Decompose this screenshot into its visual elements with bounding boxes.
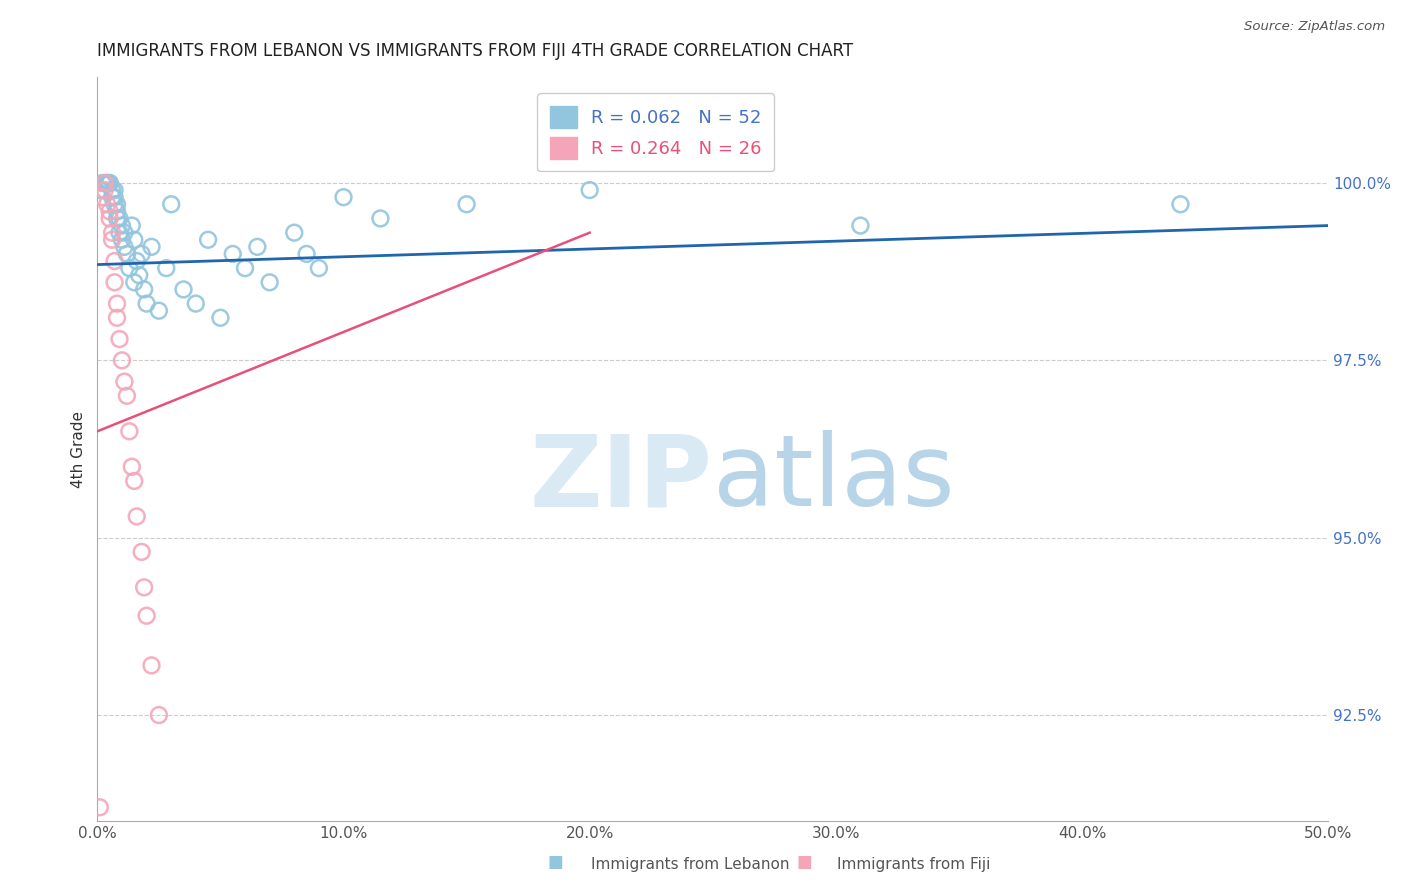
Point (135, 608, 157, 623)
Point (101, 190, 124, 204)
Point (93, 176, 115, 190)
Point (124, 276, 146, 290)
Point (259, 276, 281, 290)
Point (96, 176, 118, 190)
Legend: R = 0.062   N = 52, R = 0.264   N = 26: R = 0.062 N = 52, R = 0.264 N = 26 (537, 93, 775, 171)
Point (91, 176, 114, 190)
Point (105, 310, 128, 325)
Point (131, 247, 153, 261)
Text: ■: ■ (547, 853, 564, 871)
Point (456, 197, 478, 211)
Point (121, 219, 143, 233)
Point (128, 268, 150, 283)
Point (112, 240, 135, 254)
Y-axis label: 4th Grade: 4th Grade (72, 410, 86, 488)
Point (115, 247, 138, 261)
Point (141, 240, 163, 254)
Text: ZIP: ZIP (530, 430, 713, 527)
Point (101, 183, 124, 197)
Point (96, 197, 118, 211)
Text: Immigrants from Lebanon: Immigrants from Lebanon (591, 857, 789, 872)
Point (849, 219, 872, 233)
Point (148, 708, 170, 723)
Point (96, 176, 118, 190)
Point (103, 197, 125, 211)
Point (308, 261, 330, 276)
Point (101, 226, 124, 240)
Point (105, 211, 128, 226)
Point (111, 233, 134, 247)
Point (155, 261, 177, 276)
Point (578, 183, 600, 197)
Point (160, 197, 183, 211)
Point (184, 296, 207, 310)
Point (141, 658, 163, 673)
Point (89, 800, 111, 814)
Point (103, 254, 125, 268)
Point (112, 226, 135, 240)
Point (108, 226, 131, 240)
Text: Immigrants from Fiji: Immigrants from Fiji (837, 857, 990, 872)
Point (173, 282, 195, 296)
Point (111, 219, 134, 233)
Point (134, 282, 156, 296)
Point (89, 183, 111, 197)
Point (103, 190, 125, 204)
Point (108, 332, 131, 346)
Point (118, 261, 141, 276)
Point (283, 226, 305, 240)
Text: ■: ■ (796, 853, 813, 871)
Point (93, 183, 115, 197)
Point (93, 176, 115, 190)
Point (112, 375, 135, 389)
Point (222, 247, 245, 261)
Point (131, 545, 153, 559)
Point (124, 474, 146, 488)
Point (135, 296, 157, 310)
Point (98, 204, 121, 219)
Point (98, 176, 121, 190)
Point (121, 459, 143, 474)
Point (108, 211, 131, 226)
Point (103, 183, 125, 197)
Point (111, 353, 134, 368)
Point (98, 211, 121, 226)
Point (115, 389, 138, 403)
Point (105, 296, 128, 310)
Point (370, 211, 392, 226)
Point (246, 240, 269, 254)
Point (103, 276, 125, 290)
Point (332, 190, 354, 204)
Point (1170, 197, 1192, 211)
Point (125, 509, 148, 524)
Point (105, 204, 128, 219)
Point (125, 254, 148, 268)
Text: IMMIGRANTS FROM LEBANON VS IMMIGRANTS FROM FIJI 4TH GRADE CORRELATION CHART: IMMIGRANTS FROM LEBANON VS IMMIGRANTS FR… (97, 42, 853, 60)
Point (98, 176, 121, 190)
Point (124, 233, 146, 247)
Point (209, 310, 232, 325)
Point (295, 247, 318, 261)
Point (91, 190, 114, 204)
Point (233, 261, 256, 276)
Point (134, 580, 156, 594)
Text: Source: ZipAtlas.com: Source: ZipAtlas.com (1244, 20, 1385, 33)
Point (118, 425, 141, 439)
Point (197, 233, 219, 247)
Text: atlas: atlas (713, 430, 955, 527)
Point (101, 233, 124, 247)
Point (148, 303, 170, 318)
Point (105, 197, 128, 211)
